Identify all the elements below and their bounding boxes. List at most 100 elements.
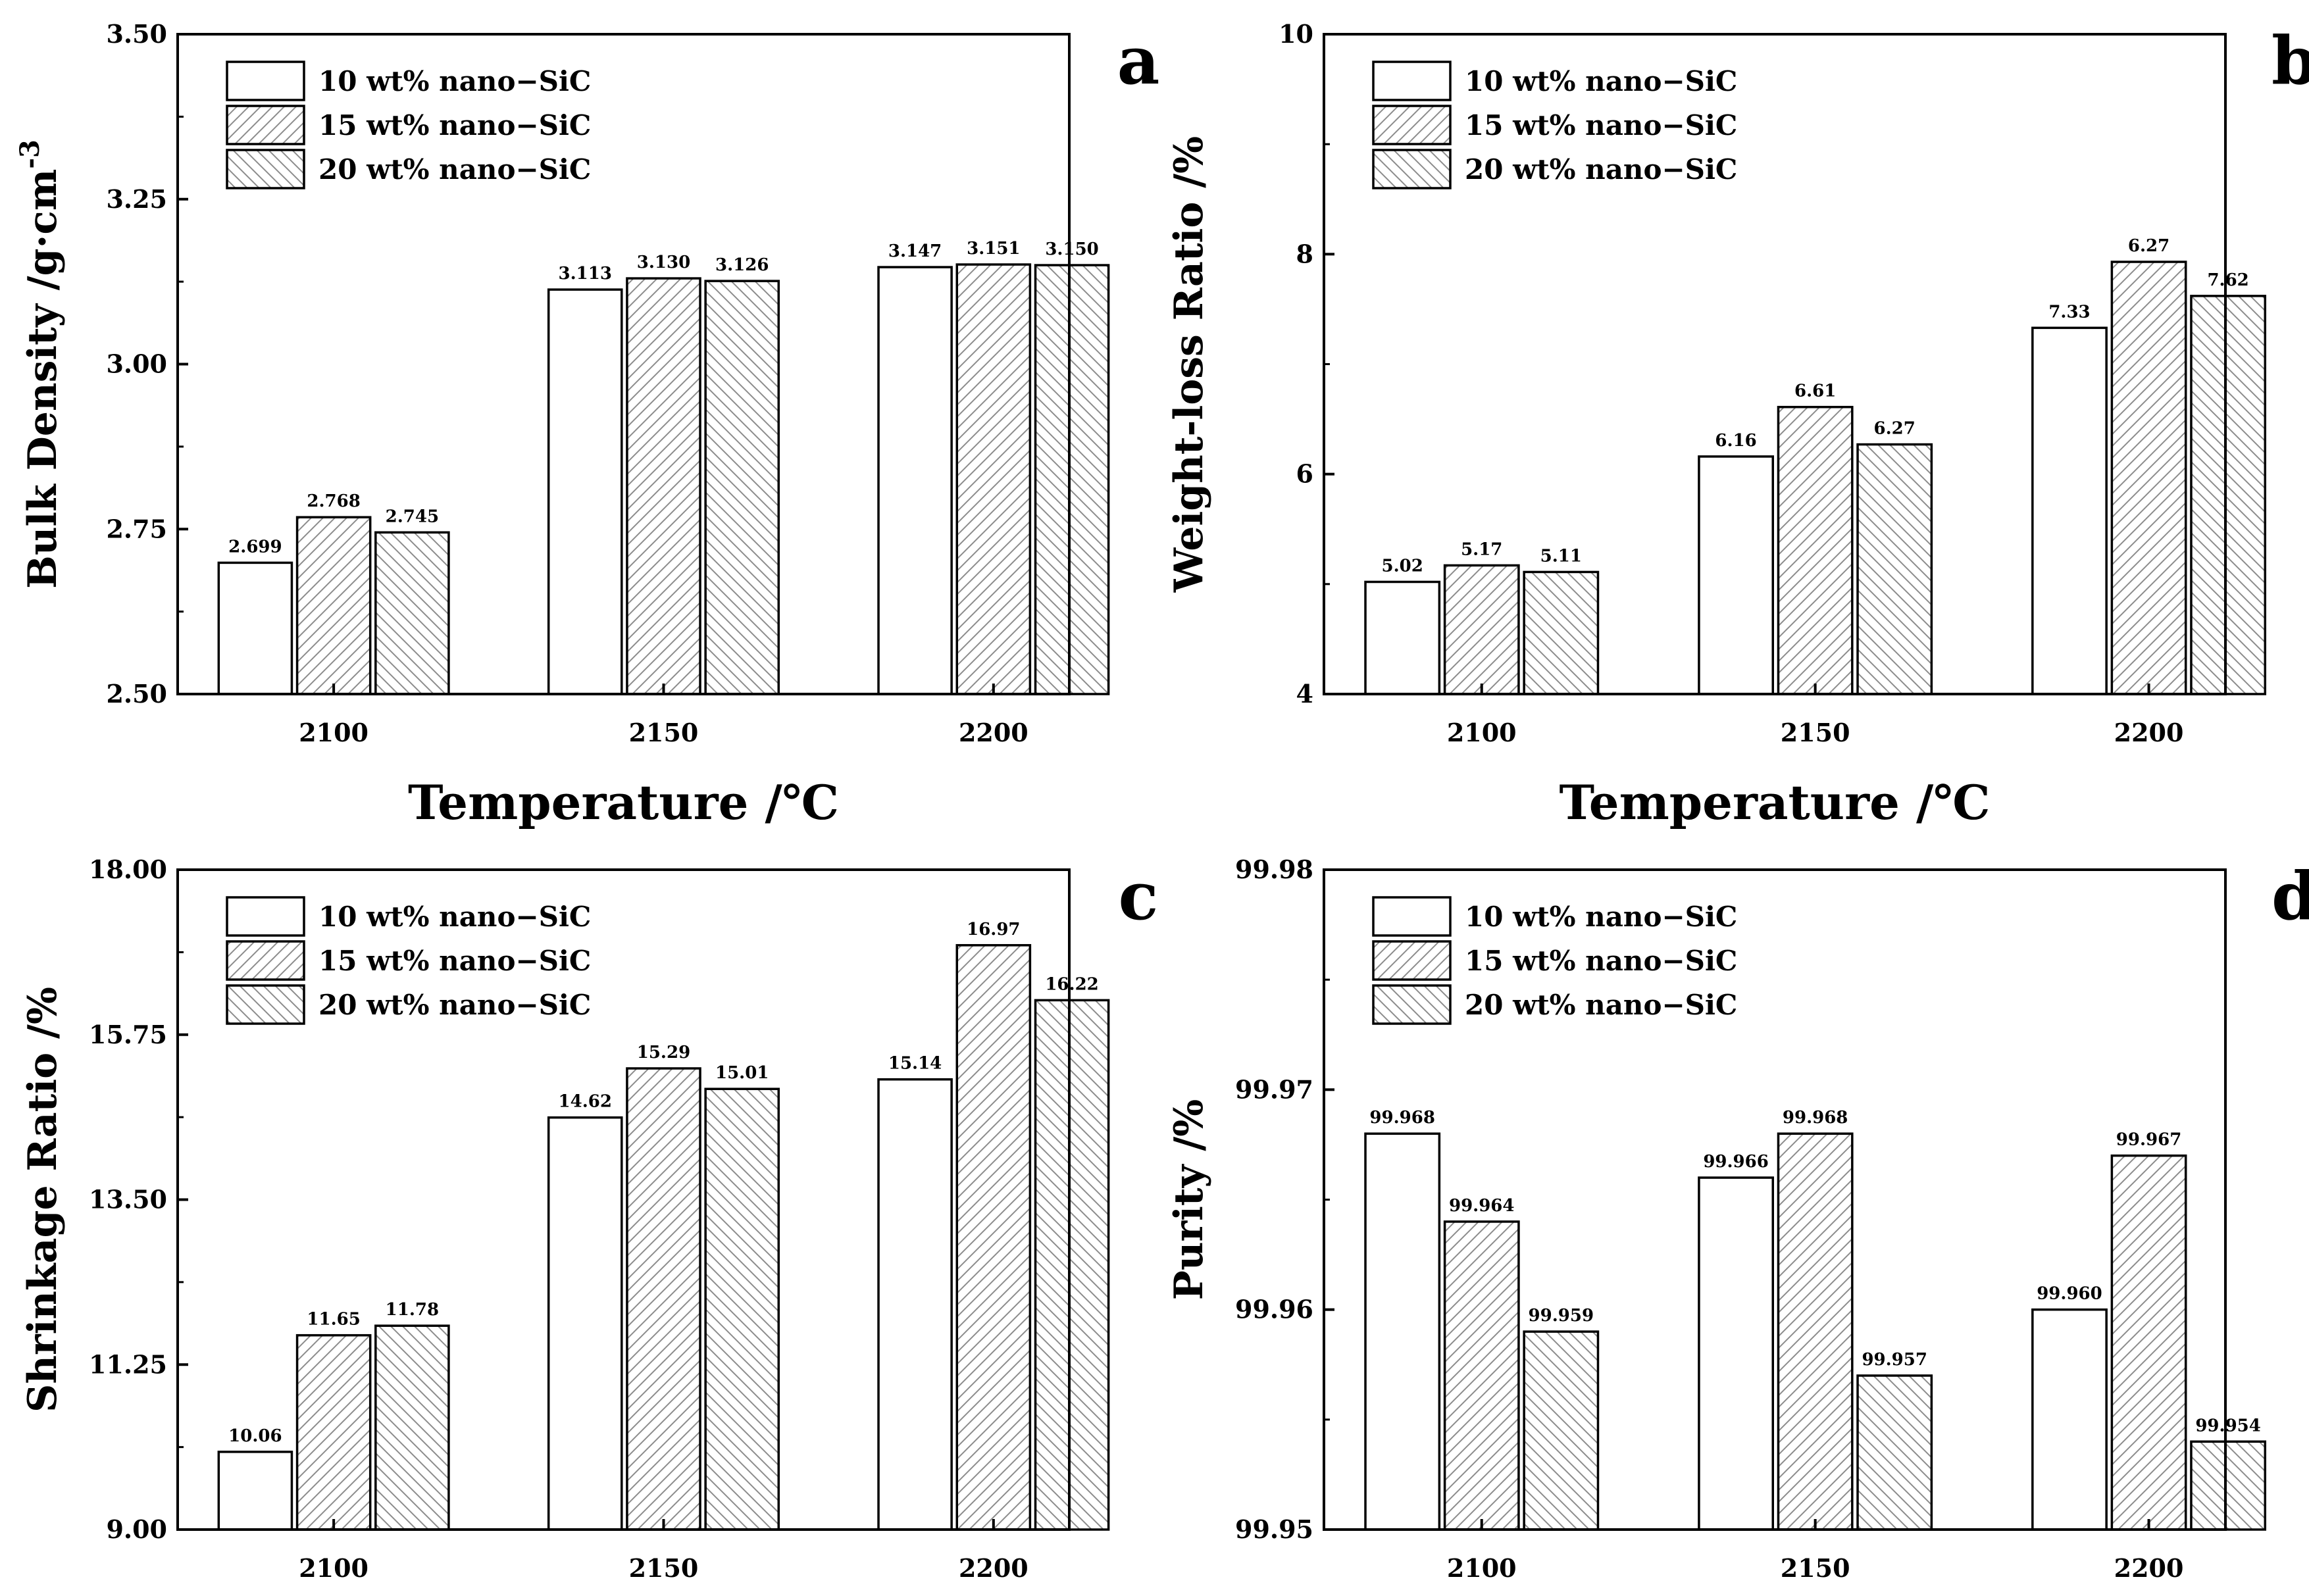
bar-b-2100-series3 xyxy=(1523,570,1600,695)
y-tick-label-a: 3.50 xyxy=(106,19,167,49)
value-label-c-2200-series1: 15.14 xyxy=(888,1054,942,1074)
bar-b-2150-series1 xyxy=(1698,455,1775,695)
bar-b-2200-series2 xyxy=(2110,261,2187,695)
y-tick-label-d: 99.97 xyxy=(1235,1074,1313,1104)
y-tick-label-c: 11.25 xyxy=(89,1349,167,1379)
panel-letter-c: c xyxy=(1119,857,1159,935)
value-label-a-2150-series3: 3.126 xyxy=(715,255,769,275)
y-tick-label-d: 99.95 xyxy=(1235,1514,1313,1544)
value-label-b-2150-series3: 6.27 xyxy=(1874,419,1916,439)
value-label-c-2150-series3: 15.01 xyxy=(715,1063,769,1083)
panel-letter-b: b xyxy=(2271,22,2309,99)
legend-label-d-series3: 20 wt% nano−SiC xyxy=(1465,989,1737,1021)
value-label-b-2200-series2: 6.27 xyxy=(2128,236,2169,256)
x-tick-label-c: 2100 xyxy=(299,1553,368,1583)
value-label-d-2150-series3: 99.957 xyxy=(1862,1350,1927,1370)
y-tick-label-c: 13.50 xyxy=(89,1185,167,1214)
bar-a-2150-series2 xyxy=(626,277,701,695)
legend-swatch-b-series3 xyxy=(1372,149,1452,189)
x-tick-label-a: 2200 xyxy=(959,718,1028,747)
bar-c-2150-series1 xyxy=(547,1116,623,1531)
legend-swatch-a-series1 xyxy=(226,61,305,101)
bar-a-2200-series1 xyxy=(877,266,953,695)
value-label-d-2200-series2: 99.967 xyxy=(2116,1130,2182,1150)
bar-a-2200-series3 xyxy=(1034,264,1110,695)
y-tick-label-b: 8 xyxy=(1296,239,1313,268)
bar-a-2200-series2 xyxy=(955,263,1032,695)
legend-a: 10 wt% nano−SiC 15 wt% nano−SiC 20 wt% nan… xyxy=(226,61,591,189)
x-axis-title-a: Temperature /℃ xyxy=(408,774,839,830)
value-label-b-2150-series2: 6.61 xyxy=(1794,382,1836,401)
value-label-d-2100-series2: 99.964 xyxy=(1449,1196,1515,1216)
bar-b-2200-series1 xyxy=(2031,326,2108,695)
bar-d-2100-series3 xyxy=(1523,1330,1600,1531)
y-axis-title-b: Weight-loss Ratio /% xyxy=(1166,136,1212,593)
bar-c-2200-series2 xyxy=(955,944,1032,1531)
bar-d-2150-series3 xyxy=(1856,1374,1933,1531)
value-label-b-2200-series1: 7.33 xyxy=(2048,302,2090,322)
bar-d-2200-series2 xyxy=(2110,1154,2187,1531)
bar-c-2100-series2 xyxy=(295,1334,372,1531)
x-tick-label-d: 2100 xyxy=(1447,1553,1517,1583)
chart-panel-d: 99.968 99.966 99.960 99.964 99.968 99.967 99.9… xyxy=(1166,855,2309,1583)
bar-d-2150-series1 xyxy=(1698,1176,1775,1531)
value-label-b-2100-series2: 5.17 xyxy=(1461,539,1502,559)
legend-swatch-b-series1 xyxy=(1372,61,1452,101)
value-label-a-2100-series1: 2.699 xyxy=(228,537,282,557)
bar-d-2200-series1 xyxy=(2031,1308,2108,1531)
value-label-c-2100-series3: 11.78 xyxy=(386,1300,439,1320)
legend-swatch-b-series2 xyxy=(1372,105,1452,145)
y-tick-label-c: 9.00 xyxy=(106,1514,167,1544)
bar-c-2200-series1 xyxy=(877,1078,953,1531)
legend-c: 10 wt% nano−SiC 15 wt% nano−SiC 20 wt% nan… xyxy=(226,896,591,1025)
y-tick-label-b: 6 xyxy=(1296,459,1313,489)
legend-d: 10 wt% nano−SiC 15 wt% nano−SiC 20 wt% nan… xyxy=(1372,896,1737,1025)
bar-c-2150-series2 xyxy=(626,1067,701,1531)
legend-b: 10 wt% nano−SiC 15 wt% nano−SiC 20 wt% nan… xyxy=(1372,61,1737,189)
value-label-b-2100-series1: 5.02 xyxy=(1382,556,1423,576)
legend-label-a-series1: 10 wt% nano−SiC xyxy=(318,65,591,97)
value-label-d-2150-series1: 99.966 xyxy=(1703,1152,1769,1172)
x-tick-label-c: 2150 xyxy=(629,1553,699,1583)
legend-swatch-d-series2 xyxy=(1372,940,1452,981)
legend-label-c-series2: 15 wt% nano−SiC xyxy=(318,945,591,977)
x-tick-label-a: 2100 xyxy=(299,718,368,747)
legend-swatch-d-series3 xyxy=(1372,984,1452,1025)
value-label-a-2100-series3: 2.745 xyxy=(386,507,439,526)
legend-label-b-series2: 15 wt% nano−SiC xyxy=(1465,109,1737,141)
x-tick-label-b: 2100 xyxy=(1447,718,1517,747)
bar-d-2150-series2 xyxy=(1777,1132,1854,1531)
y-axis-title-c: Shrinkage Ratio /% xyxy=(20,987,66,1412)
y-axis-title-d: Purity /% xyxy=(1166,1099,1212,1301)
value-label-d-2200-series3: 99.954 xyxy=(2195,1416,2261,1435)
value-label-d-2150-series2: 99.968 xyxy=(1783,1108,1848,1128)
x-tick-label-d: 2150 xyxy=(1781,1553,1850,1583)
bar-d-2200-series3 xyxy=(2190,1440,2267,1531)
y-tick-label-a: 3.25 xyxy=(106,184,167,214)
legend-label-a-series3: 20 wt% nano−SiC xyxy=(318,153,591,186)
bar-d-2100-series2 xyxy=(1443,1220,1520,1531)
bar-a-2150-series1 xyxy=(547,288,623,695)
value-label-c-2100-series2: 11.65 xyxy=(307,1310,360,1330)
legend-label-c-series3: 20 wt% nano−SiC xyxy=(318,989,591,1021)
bar-b-2150-series3 xyxy=(1856,443,1933,695)
y-tick-label-d: 99.98 xyxy=(1235,855,1313,884)
y-axis-title-a: Bulk Density /g·cm-3 xyxy=(14,139,66,589)
value-label-b-2200-series3: 7.62 xyxy=(2207,270,2248,290)
value-label-a-2200-series1: 3.147 xyxy=(888,241,942,261)
value-label-c-2200-series2: 16.97 xyxy=(967,920,1020,939)
x-tick-label-a: 2150 xyxy=(629,718,699,747)
value-label-c-2150-series2: 15.29 xyxy=(637,1043,690,1062)
value-label-c-2150-series1: 14.62 xyxy=(559,1092,612,1112)
value-label-a-2150-series2: 3.130 xyxy=(637,253,690,272)
y-tick-label-a: 2.50 xyxy=(106,679,167,709)
legend-label-d-series1: 10 wt% nano−SiC xyxy=(1465,901,1737,933)
value-label-d-2100-series3: 99.959 xyxy=(1529,1306,1594,1326)
chart-panel-c: 10.06 14.62 15.14 11.65 15.29 16.97 11.78 15.01… xyxy=(20,855,1158,1583)
bar-b-2100-series2 xyxy=(1443,564,1520,695)
value-label-a-2100-series2: 2.768 xyxy=(307,491,360,511)
legend-swatch-c-series1 xyxy=(226,896,305,937)
bar-c-2150-series3 xyxy=(704,1087,780,1531)
value-label-a-2150-series1: 3.113 xyxy=(559,264,612,284)
